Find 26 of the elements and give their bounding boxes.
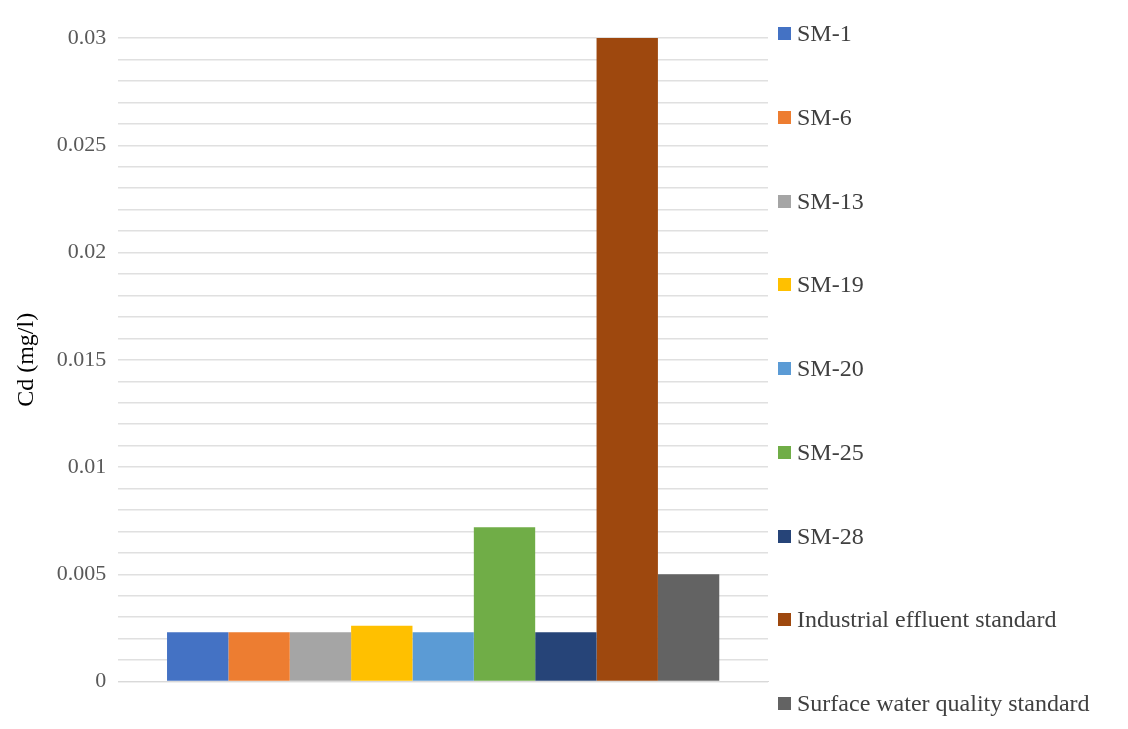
legend-label: Surface water quality standard: [797, 689, 1090, 718]
y-tick-label: 0.01: [67, 452, 107, 478]
y-tick-label: 0.025: [56, 131, 107, 157]
legend-label: SM-19: [797, 270, 864, 300]
bar: [657, 574, 720, 681]
y-axis-title: Cd (mg/l): [11, 312, 38, 407]
y-tick-label: 0.005: [56, 560, 107, 586]
bar: [351, 625, 413, 681]
legend-label: SM-1: [797, 19, 852, 48]
bar: [167, 632, 229, 681]
legend-label: SM-28: [797, 521, 864, 551]
bar: [473, 527, 536, 681]
bar: [535, 632, 597, 681]
bar: [289, 632, 352, 681]
bar: [596, 38, 658, 681]
legend-label: SM-25: [797, 437, 864, 467]
y-tick-label: 0.02: [67, 238, 107, 264]
legend-label: SM-13: [797, 186, 864, 216]
y-tick-label: 0.015: [56, 345, 107, 371]
y-tick-label: 0.03: [67, 23, 107, 49]
y-tick-label: 0: [95, 667, 107, 693]
legend-label: SM-6: [797, 102, 852, 132]
bar: [412, 632, 474, 681]
legend-label: SM-20: [797, 354, 864, 383]
bar: [228, 632, 290, 681]
legend-label: Industrial effluent standard: [797, 605, 1057, 635]
